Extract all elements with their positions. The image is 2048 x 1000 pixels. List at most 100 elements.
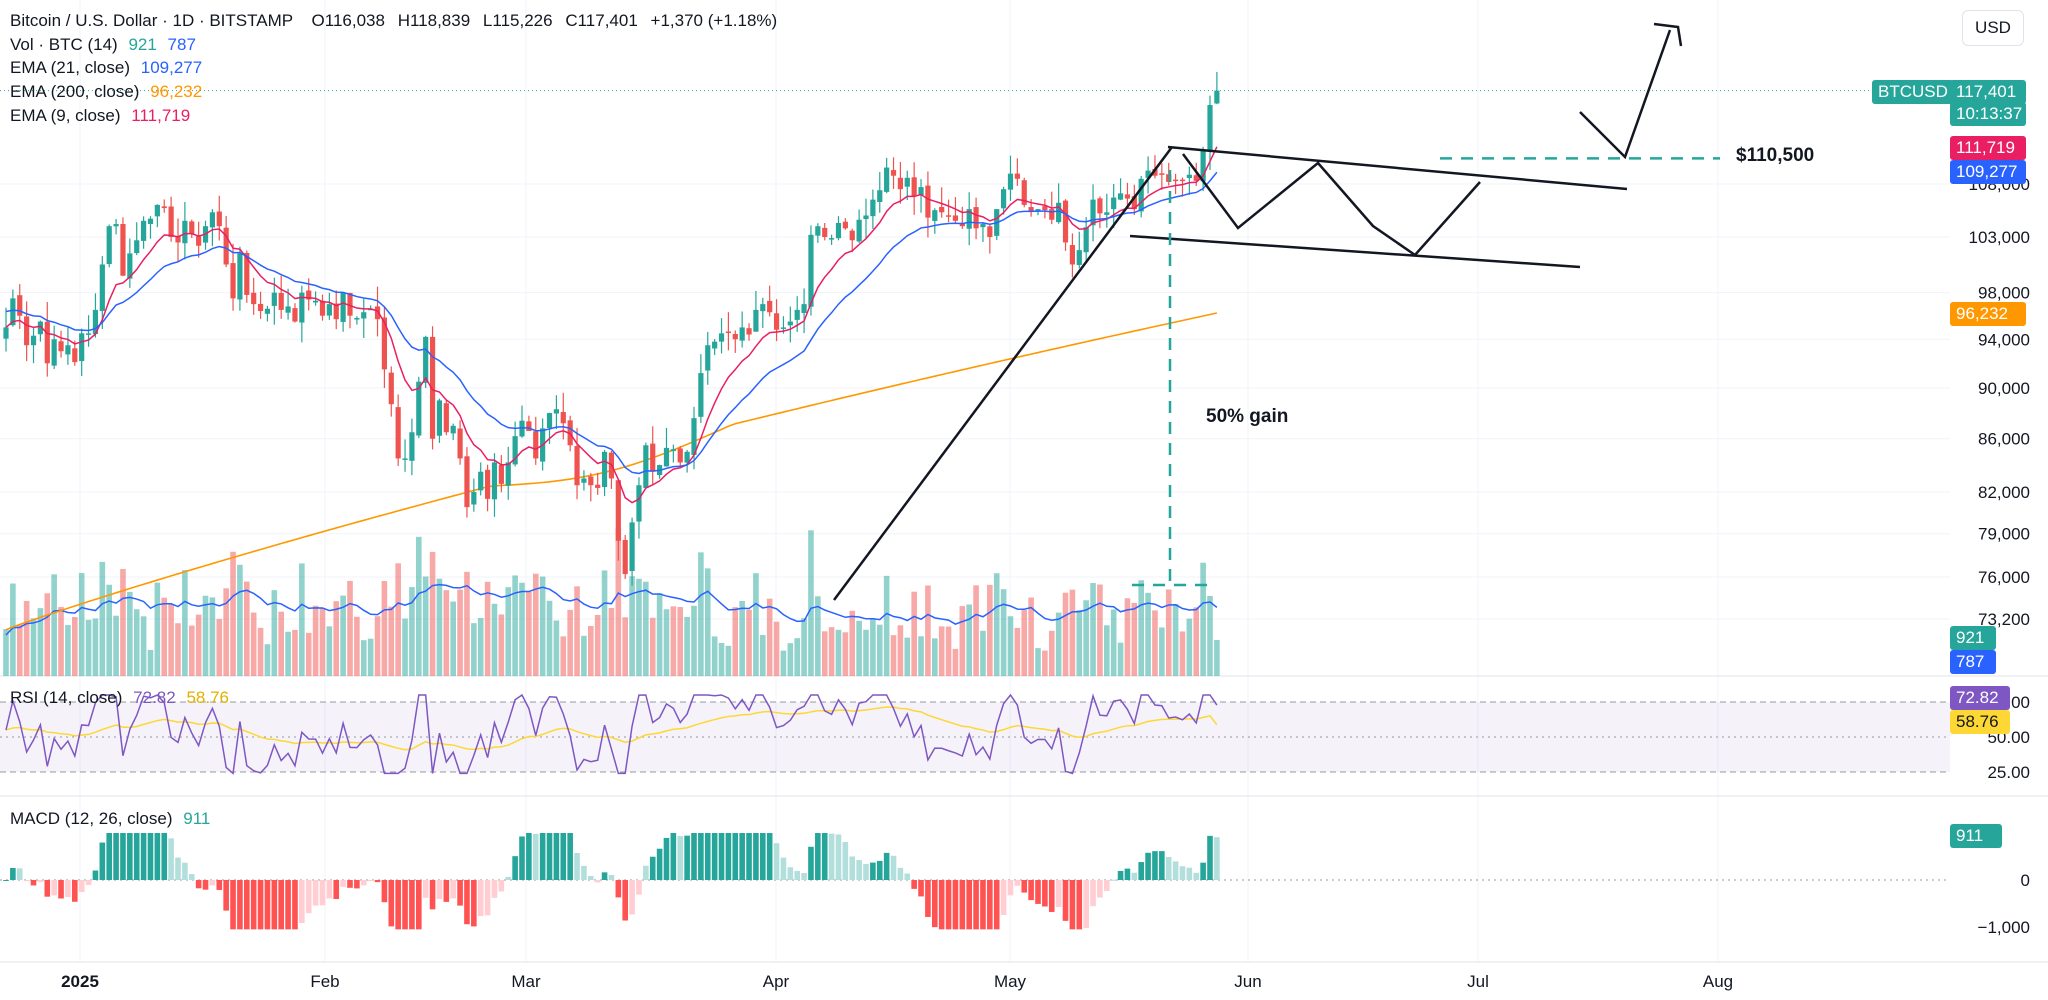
macd-histogram-bar — [787, 867, 794, 880]
candle-body — [113, 224, 119, 227]
volume-bar — [574, 586, 580, 676]
legend-macd[interactable]: MACD (12, 26, close) 911 — [10, 808, 210, 830]
volume-bar — [1207, 596, 1213, 676]
rsi-label: RSI (14, close) — [10, 688, 123, 707]
volume-bar — [739, 600, 745, 676]
macd-histogram-bar — [374, 880, 381, 883]
candle-body — [30, 335, 37, 346]
volume-bar — [1186, 618, 1193, 676]
ema9-label: EMA (9, close) — [10, 106, 121, 125]
currency-button[interactable]: USD — [1962, 10, 2024, 46]
volume-bar — [1083, 600, 1089, 676]
volume-bar — [271, 590, 278, 676]
volume-bar — [539, 576, 546, 676]
macd-histogram-bar — [1014, 880, 1021, 886]
projection-path — [1579, 29, 1672, 160]
volume-bar — [491, 603, 498, 676]
macd-histogram-bar — [209, 880, 216, 886]
macd-histogram-bar — [643, 865, 649, 880]
rsi-ma-value: 58.76 — [186, 688, 229, 707]
volume-bar — [85, 619, 92, 676]
macd-histogram-bar — [663, 837, 670, 880]
macd-histogram-bar — [581, 865, 587, 880]
candle-body — [1193, 175, 1199, 181]
change-value: +1,370 (+1.18%) — [650, 11, 778, 30]
macd-histogram-bar — [85, 880, 92, 885]
macd-histogram-bar — [450, 880, 456, 899]
volume-bar — [698, 552, 704, 676]
macd-histogram-bar — [223, 880, 229, 911]
trendline-rally — [832, 146, 1174, 601]
macd-tag: 911 — [1950, 824, 2002, 848]
macd-histogram-bar — [1159, 851, 1165, 880]
macd-histogram-bar — [244, 880, 250, 930]
macd-histogram-bar — [608, 874, 615, 880]
macd-label: MACD (12, 26, close) — [10, 809, 173, 828]
macd-histogram-bar — [615, 880, 622, 898]
macd-histogram-bar — [477, 880, 484, 917]
volume-bar — [684, 616, 690, 676]
volume-bar — [987, 584, 993, 676]
rsi-ma-line — [5, 706, 1218, 751]
gain-label: 50% gain — [1206, 406, 1289, 427]
macd-histogram-bar — [381, 880, 388, 903]
macd-histogram-bar — [1179, 866, 1186, 880]
macd-histogram-bar — [1131, 872, 1138, 880]
macd-histogram-bar — [684, 835, 690, 880]
macd-histogram-bar — [1110, 879, 1117, 881]
volume-bar — [677, 607, 684, 676]
candle-body — [650, 443, 656, 472]
volume-bar — [1145, 592, 1151, 676]
macd-histogram-bar — [698, 833, 704, 880]
legend-ema21[interactable]: EMA (21, close) 109,277 — [10, 57, 202, 79]
candle-body — [1159, 173, 1165, 175]
legend-volume[interactable]: Vol · BTC (14) 921 787 — [10, 34, 196, 56]
macd-histogram-bar — [601, 872, 608, 880]
volume-bar — [154, 582, 161, 676]
candle-body — [134, 240, 140, 254]
candle-body — [691, 418, 697, 455]
volume-bar — [849, 610, 856, 676]
volume-bar — [1028, 597, 1034, 676]
candle-body — [588, 476, 594, 486]
volume-bar — [1159, 627, 1165, 676]
macd-histogram-bar — [574, 852, 580, 880]
legend-ema9[interactable]: EMA (9, close) 111,719 — [10, 105, 190, 127]
macd-histogram-bar — [1083, 880, 1089, 929]
volume-bar — [347, 580, 353, 676]
volume-bar — [925, 585, 931, 676]
volume-bar — [656, 593, 663, 676]
candle-body — [760, 304, 766, 312]
macd-histogram-bar — [292, 880, 298, 930]
macd-histogram-bar — [195, 880, 202, 889]
macd-histogram-bar — [773, 843, 780, 880]
volume-bar — [312, 605, 319, 676]
price-tick-label: 94,000 — [1978, 330, 2030, 349]
candle-body — [326, 304, 332, 316]
candle-body — [44, 321, 50, 364]
candle-body — [1062, 200, 1069, 243]
macd-histogram-bar — [801, 873, 807, 880]
candle-body — [959, 222, 965, 227]
candle-body — [911, 177, 917, 197]
time-tick-label: Jun — [1234, 972, 1261, 991]
candle-body — [746, 328, 752, 335]
low-value: 115,226 — [492, 11, 553, 30]
rsi-ma-tag: 58.76 — [1950, 710, 2010, 734]
candle-body — [65, 345, 71, 355]
candle-body — [877, 190, 883, 203]
volume-bar — [1014, 627, 1021, 676]
symbol-header[interactable]: Bitcoin / U.S. Dollar · 1D · BITSTAMP O1… — [10, 10, 777, 32]
volume-bar — [244, 581, 250, 676]
volume-bar — [30, 618, 37, 676]
high-value: 118,839 — [409, 11, 471, 30]
volume-bar — [1062, 592, 1069, 676]
rsi-line — [5, 693, 1218, 775]
candle-body — [1083, 227, 1089, 253]
macd-histogram-bar — [230, 880, 236, 930]
time-tick-label: 2025 — [61, 972, 99, 991]
price-tick-label: 86,000 — [1978, 430, 2030, 449]
legend-ema200[interactable]: EMA (200, close) 96,232 — [10, 81, 202, 103]
legend-rsi[interactable]: RSI (14, close) 72.82 58.76 — [10, 687, 229, 709]
